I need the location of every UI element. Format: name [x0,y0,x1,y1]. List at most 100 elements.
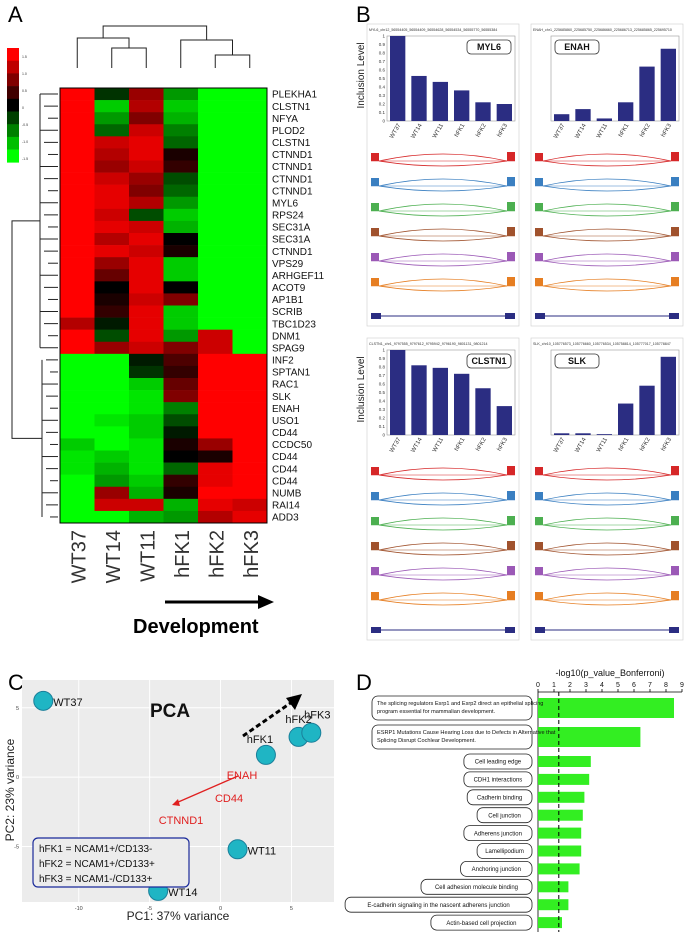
heatmap-cell [232,317,268,330]
heatmap-cell [163,293,199,306]
y-tick-label: 0.4 [379,399,386,404]
heatmap-cell [163,160,199,173]
exon-block [671,566,679,575]
heatmap-cell [129,100,164,113]
heatmap-cell [129,462,164,475]
heatmap-cell [60,196,95,210]
heatmap-cell [198,438,233,451]
heatmap-cell [60,474,95,488]
heatmap-cell [60,148,95,161]
heatmap-cell [94,233,130,246]
pca-point [255,744,276,765]
heatmap-cell [163,100,199,113]
junction-arc [542,253,672,262]
term-label: Adherens junction [474,831,522,837]
x-tick-label: -5 [147,906,152,912]
junction-arc [542,492,672,501]
exon-block [671,491,679,500]
heatmap-cell [232,148,268,161]
heatmap-cell [198,184,233,198]
heatmap-cell [129,402,164,415]
term-label: Lamellipodium [485,849,524,855]
heatmap-cell [198,426,233,439]
heatmap-cell [232,486,268,500]
term-label-box [371,695,533,721]
heatmap-cell [163,305,199,318]
junction-arc [378,278,508,287]
heatmap-cell [198,124,233,137]
junction-arc [378,542,508,551]
gene-label: PLEKHA1 [272,90,317,101]
heatmap-cell [232,305,268,318]
gene-label: DNM1 [272,331,301,342]
heatmap-cell [129,257,164,270]
term-label-box [344,896,533,913]
gene-label: CTNND1 [272,186,313,197]
heatmap-cell [94,462,130,475]
enrichment-bar [538,773,590,785]
y-tick-label: 0.8 [379,51,386,56]
color-scale-swatch [7,60,19,74]
exon-block [507,252,515,261]
heatmap-cell [94,257,130,270]
gene-label: NFYA [272,114,298,125]
heatmap-cell [60,329,95,343]
exon-block [671,177,679,186]
heatmap-cell [198,136,233,149]
heatmap-cell [60,365,95,379]
heatmap-cell [129,486,164,500]
heatmap-cell [163,269,199,282]
term-label-box [466,789,533,806]
heatmap-cell [94,365,130,379]
heatmap-frame [59,87,268,524]
heatmap-cell [163,184,199,198]
heatmap-cell [94,293,130,306]
heatmap-cell [60,208,95,222]
heatmap-cell [232,88,268,101]
exon-block [671,541,679,550]
heatmap-cell [94,378,130,391]
exon-block [535,517,543,525]
heatmap-cell [129,474,164,488]
color-scale-swatch [7,73,19,87]
inclusion-bar [639,385,655,435]
heatmap-cell [94,208,130,222]
pca-point-label: hFK1 [247,734,273,746]
heatmap-cell [129,341,164,355]
inclusion-bar [575,433,591,435]
heatmap-cell [232,438,268,451]
term-label: Cell junction [488,813,521,819]
heatmap-cell [198,365,233,379]
heatmap-cell [198,269,233,282]
column-dendrogram-branch [180,39,233,68]
junction-arc [542,235,672,242]
heatmap-cell [60,220,95,234]
heatmap-cell [129,148,164,161]
heatmap-cell [232,341,268,355]
heatmap-cell [198,402,233,415]
junction-arc [542,592,672,601]
gene-label: RAI14 [272,501,300,512]
exon-block [507,516,515,525]
heatmap-cell [163,281,199,294]
heatmap-cell [232,220,268,234]
heatmap-cell [198,196,233,210]
enrichment-bar [538,791,585,803]
heatmap-cell [232,172,268,185]
heatmap-cell [94,172,130,185]
exon-block [671,277,679,286]
gene-label: CD44 [272,464,298,475]
sample-label: WT11 [137,530,159,582]
exon-block [671,252,679,261]
inclusion-bar [390,36,406,121]
inclusion-bar [618,403,634,435]
heatmap-cell [60,112,95,125]
heatmap-cell [129,136,164,149]
x-tick-label: 0 [219,906,222,912]
exon-block [535,228,543,236]
sashimi-box [366,23,520,327]
heatmap-cell [94,341,130,355]
y-axis-label: PC2: 23% variance [3,738,17,841]
gene-label: SPAG9 [272,343,305,354]
gene-box [466,39,512,55]
